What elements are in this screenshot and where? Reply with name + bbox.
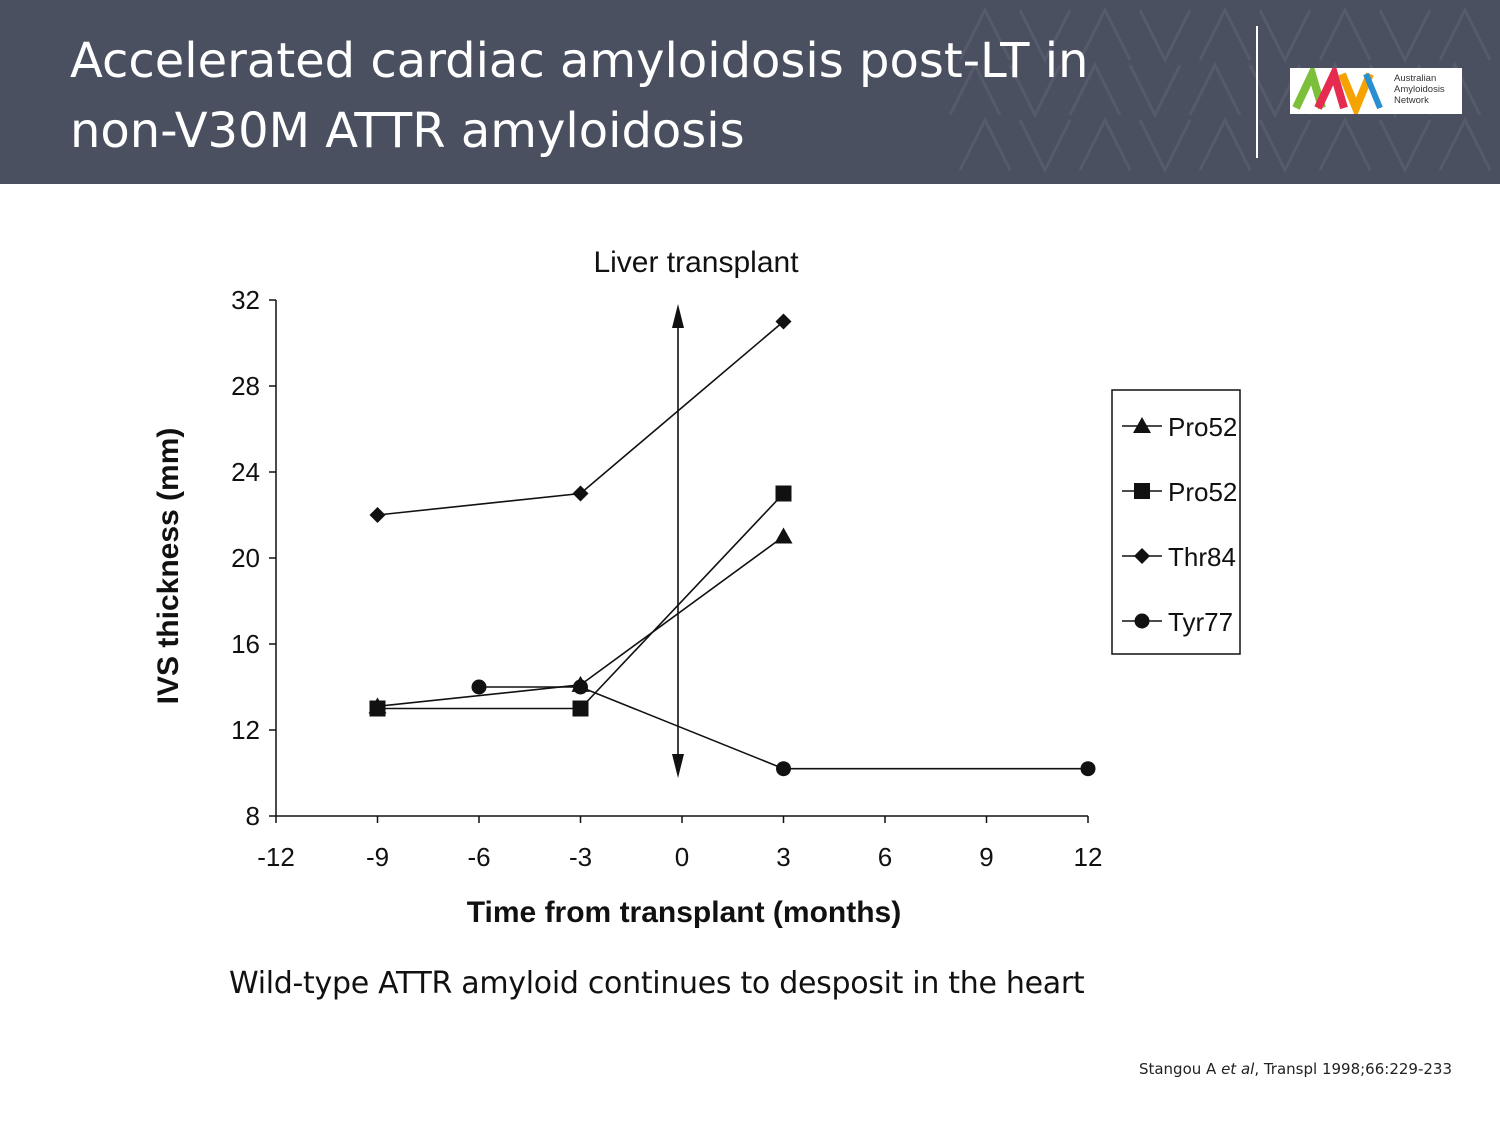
slide-header: Accelerated cardiac amyloidosis post-LT … xyxy=(0,0,1500,184)
x-tick-label: 3 xyxy=(776,842,790,872)
y-axis-label: IVS thickness (mm) xyxy=(152,428,185,705)
x-tick-label: -3 xyxy=(569,842,592,872)
x-axis-label: Time from transplant (months) xyxy=(467,896,901,929)
citation: Stangou A et al, Transpl 1998;66:229-233 xyxy=(1139,1060,1452,1078)
series-line-tyr77-circle xyxy=(479,686,1088,770)
logo-mark-icon xyxy=(1292,68,1383,114)
x-tick-label: -6 xyxy=(467,842,490,872)
legend-marker-circle xyxy=(1134,613,1150,629)
ivs-thickness-chart: -12 -9 -6 -3 0 3 6 9 12 8 12 16 20 24 28 32 Time from tr… xyxy=(152,246,1241,929)
logo-text: Australian Amyloidosis Network xyxy=(1394,73,1445,106)
y-tick-label: 24 xyxy=(231,457,260,487)
data-point-diamond xyxy=(369,507,386,523)
x-tick-label: -9 xyxy=(366,842,389,872)
x-tick-label: 0 xyxy=(675,842,689,872)
data-point-square xyxy=(369,700,386,717)
data-point-triangle xyxy=(774,527,793,544)
slide-title: Accelerated cardiac amyloidosis post-LT … xyxy=(70,33,1089,159)
logo-line: Amyloidosis xyxy=(1394,84,1445,95)
data-point-circle xyxy=(776,761,791,777)
y-tick-label: 16 xyxy=(231,629,260,659)
y-tick-label: 20 xyxy=(231,543,260,573)
citation-journal: , Transpl 1998;66:229-233 xyxy=(1254,1060,1452,1078)
x-tick-label: 6 xyxy=(878,842,892,872)
x-tick-label: 9 xyxy=(979,842,993,872)
y-tick-label: 32 xyxy=(231,285,260,315)
legend-marker-diamond xyxy=(1134,548,1150,564)
data-point-circle xyxy=(1080,761,1096,777)
legend-box xyxy=(1111,389,1241,655)
legend-label: Pro52 xyxy=(1168,412,1237,442)
data-point-square xyxy=(572,700,589,717)
legend-marker-triangle xyxy=(1133,417,1151,433)
data-point-diamond xyxy=(572,485,589,502)
citation-author: Stangou A xyxy=(1138,1060,1222,1078)
header-divider xyxy=(1256,26,1258,158)
y-tick-label: 12 xyxy=(231,715,260,745)
legend-label: Pro52 xyxy=(1168,477,1237,507)
data-point-diamond xyxy=(775,313,792,330)
data-point-circle xyxy=(573,679,588,695)
transplant-arrow-head-down xyxy=(672,754,684,778)
transplant-arrow-head-up xyxy=(672,304,684,328)
slide-caption: Wild-type ATTR amyloid continues to desp… xyxy=(229,966,1085,1001)
y-tick-label: 28 xyxy=(231,371,260,401)
data-point-square xyxy=(775,485,792,502)
transplant-annotation: Liver transplant xyxy=(593,246,799,279)
x-tick-label: -12 xyxy=(257,842,295,872)
logo-line: Network xyxy=(1394,95,1429,106)
legend-label: Tyr77 xyxy=(1168,607,1233,637)
legend-marker-square xyxy=(1134,483,1150,499)
header-watermark-pattern xyxy=(948,6,1492,174)
logo: Australian Amyloidosis Network xyxy=(1290,68,1462,114)
y-tick-label: 8 xyxy=(246,801,260,831)
citation-etal: et al xyxy=(1221,1060,1255,1078)
x-tick-label: 12 xyxy=(1074,842,1103,872)
legend-label: Thr84 xyxy=(1168,542,1236,572)
data-point-circle xyxy=(471,679,487,695)
logo-line: Australian xyxy=(1394,73,1437,84)
